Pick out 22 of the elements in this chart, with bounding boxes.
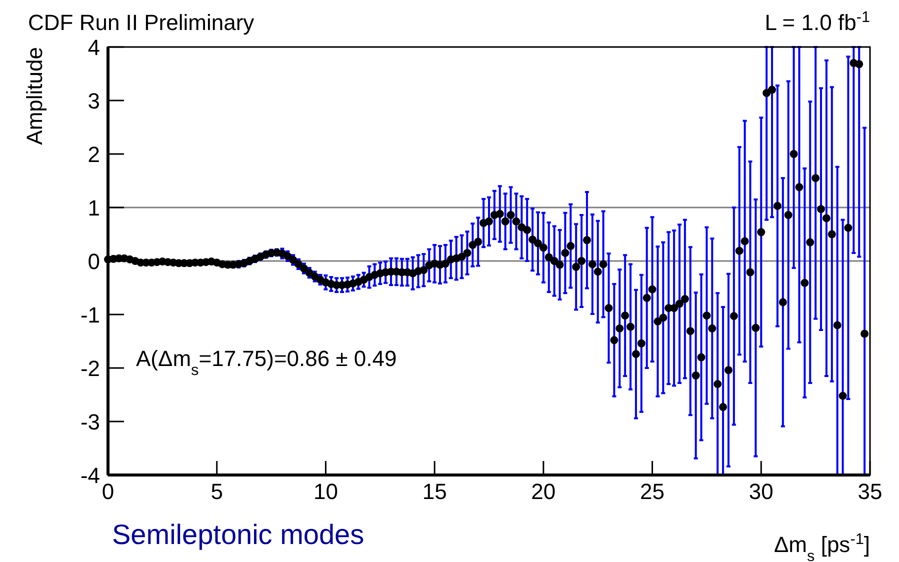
x-tick-label: 25 xyxy=(640,479,665,504)
y-tick-label: -4 xyxy=(80,463,100,488)
y-tick-label: -3 xyxy=(80,410,100,434)
x-tick-label: 10 xyxy=(313,479,338,504)
y-tick-label: -2 xyxy=(80,356,100,381)
x-tick-label: 30 xyxy=(748,479,774,504)
annotation: A(Δm$_{s}$=17.75)=0.86 ± 0.49 xyxy=(136,346,397,378)
text: Semileptonic modes xyxy=(112,519,364,550)
x-tick-label: 15 xyxy=(422,479,447,504)
x-axis-title: Δm$_{s}$ [ps$^{-1}$] xyxy=(774,530,870,562)
y-axis-title: Amplitude xyxy=(22,47,47,145)
chart-title: CDF Run II Preliminary xyxy=(28,10,254,35)
y-tick-label: 3 xyxy=(88,88,100,114)
y-tick-label: 0 xyxy=(88,249,100,274)
y-tick-label: -1 xyxy=(80,302,100,328)
x-tick-label: 5 xyxy=(210,479,223,504)
y-tick-label: 4 xyxy=(88,35,100,60)
x-tick-label: 20 xyxy=(531,479,556,504)
y-tick-label: 2 xyxy=(88,142,100,167)
x-tick-label: 35 xyxy=(858,479,882,504)
chart-subtitle: L = 1.0 fb$^{-1}$ xyxy=(764,8,870,35)
y-tick-label: 1 xyxy=(88,196,100,220)
